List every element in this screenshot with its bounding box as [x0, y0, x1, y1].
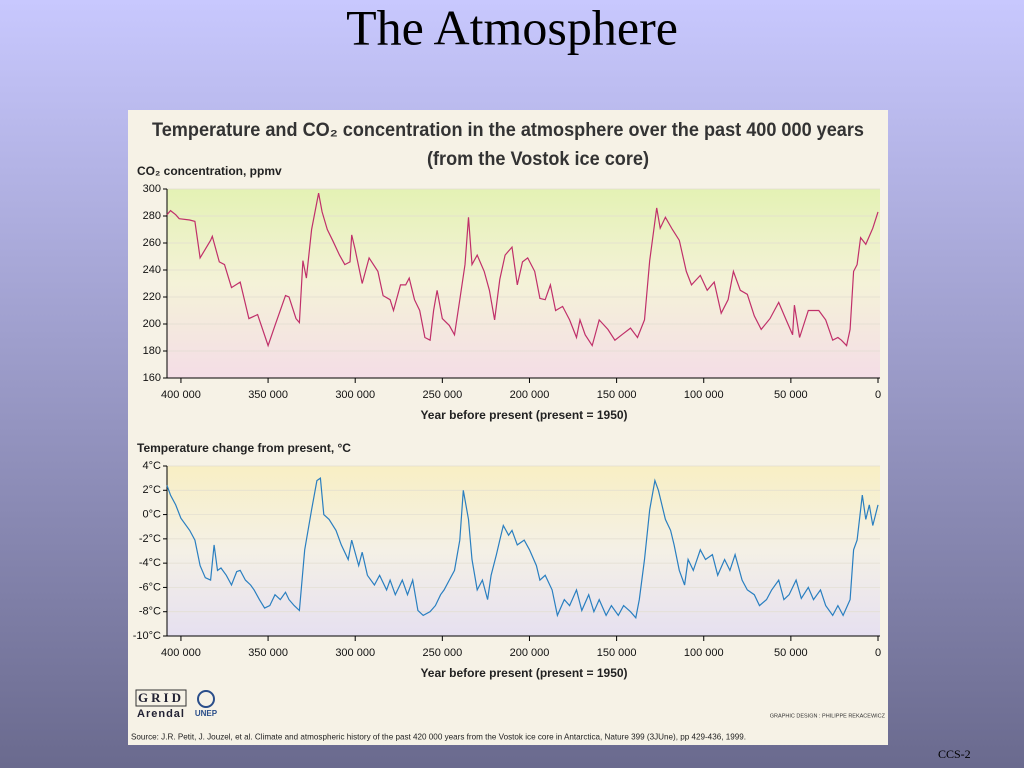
x-tick-label: 200 000: [510, 389, 550, 401]
x-tick-label: 50 000: [774, 647, 808, 659]
y-tick-label: -10°C: [133, 630, 161, 642]
slide-title: The Atmosphere: [346, 0, 678, 55]
x-tick-label: 300 000: [335, 647, 375, 659]
y-tick-label: -2°C: [139, 533, 161, 545]
x-axis-label: Year before present (present = 1950): [420, 666, 627, 680]
x-tick-label: 400 000: [161, 389, 201, 401]
x-tick-label: 250 000: [422, 647, 462, 659]
y-tick-label: 220: [143, 291, 161, 303]
y-tick-label: 280: [143, 210, 161, 222]
x-tick-label: 0: [875, 647, 881, 659]
y-tick-label: 0°C: [143, 508, 162, 520]
figure-title: Temperature and CO₂ concentration in the…: [152, 120, 864, 141]
source: Source: J.R. Petit, J. Jouzel, et al. Cl…: [131, 731, 746, 741]
plot-background: [167, 466, 880, 636]
y-axis-label: CO₂ concentration, ppmv: [137, 164, 282, 178]
x-tick-label: 150 000: [597, 389, 637, 401]
x-tick-label: 100 000: [684, 389, 724, 401]
x-tick-label: 350 000: [248, 647, 288, 659]
y-tick-label: 180: [143, 345, 161, 357]
logo-unep: UNEP: [195, 709, 218, 718]
y-tick-label: -4°C: [139, 557, 161, 569]
unep-emblem: [197, 690, 215, 708]
y-tick-label: 240: [143, 264, 161, 276]
y-tick-label: -6°C: [139, 581, 161, 593]
x-tick-label: 300 000: [335, 389, 375, 401]
y-axis-label: Temperature change from present, °C: [137, 441, 351, 455]
x-tick-label: 200 000: [510, 647, 550, 659]
credit: GRAPHIC DESIGN : PHILIPPE REKACEWICZ: [770, 713, 886, 719]
y-tick-label: 260: [143, 237, 161, 249]
x-axis-label: Year before present (present = 1950): [420, 408, 627, 422]
x-tick-label: 0: [875, 389, 881, 401]
footer: CCS-2: [938, 747, 971, 761]
x-tick-label: 250 000: [422, 389, 462, 401]
logo-grid: GRID: [138, 690, 184, 705]
y-tick-label: 200: [143, 318, 161, 330]
x-tick-label: 100 000: [684, 647, 724, 659]
y-tick-label: 2°C: [143, 484, 162, 496]
plot-background: [167, 189, 880, 378]
logo-arendal: Arendal: [137, 708, 185, 720]
data-line: [166, 477, 879, 620]
x-tick-label: 350 000: [248, 389, 288, 401]
y-tick-label: 4°C: [143, 460, 162, 472]
x-tick-label: 50 000: [774, 389, 808, 401]
x-tick-label: 150 000: [597, 647, 637, 659]
y-tick-label: 300: [143, 183, 161, 195]
y-tick-label: 160: [143, 372, 161, 384]
data-line: [166, 192, 879, 348]
y-tick-label: -8°C: [139, 606, 161, 618]
logo-box: [135, 689, 187, 707]
figure-subtitle: (from the Vostok ice core): [427, 149, 649, 170]
x-tick-label: 400 000: [161, 647, 201, 659]
